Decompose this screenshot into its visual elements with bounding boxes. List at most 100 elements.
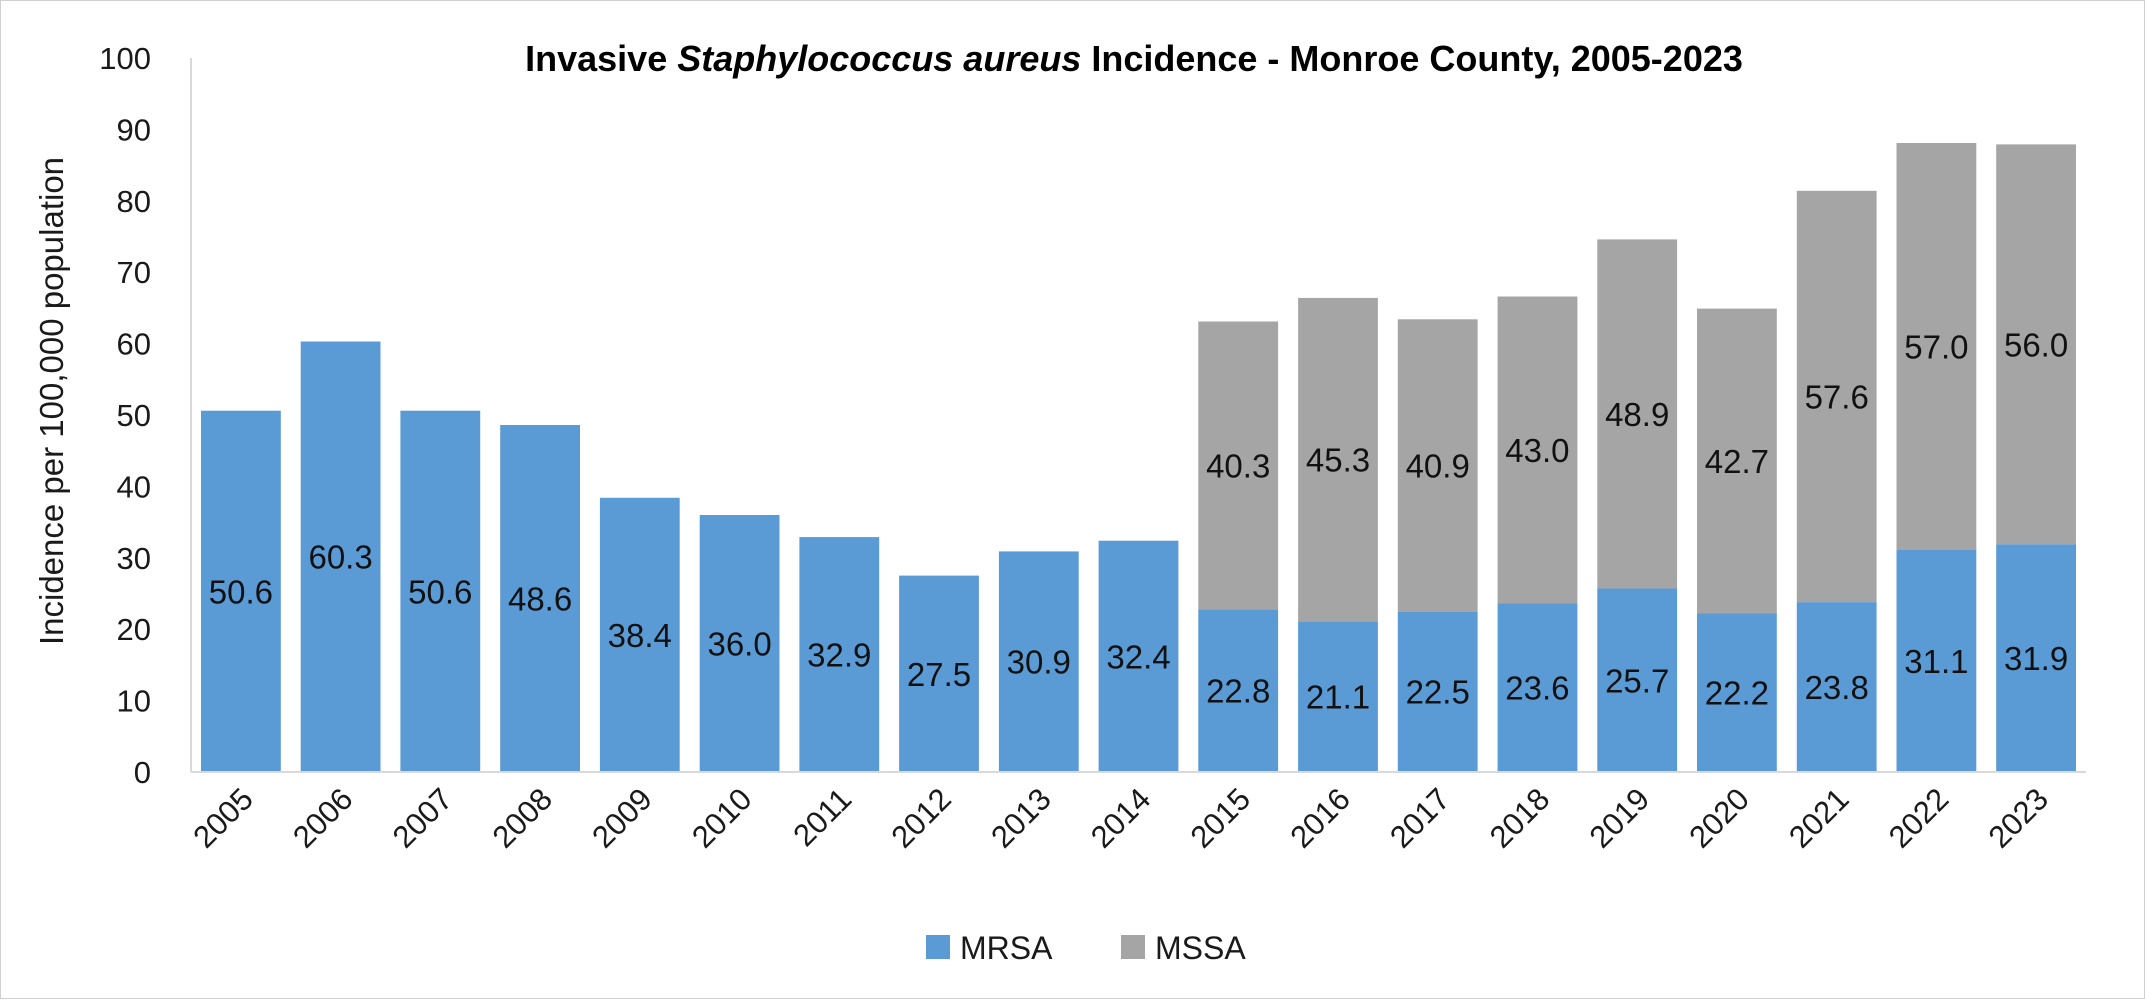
x-tick-label: 2016 (1283, 781, 1357, 855)
chart-title-italic: Staphylococcus aureus (677, 38, 1081, 79)
bar-mssa-2017 (1397, 319, 1478, 612)
x-tick-label: 2019 (1583, 781, 1657, 855)
x-tick-label: 2020 (1682, 781, 1756, 855)
bar-mrsa-2019 (1597, 588, 1678, 772)
legend-swatch-mrsa (926, 935, 950, 959)
bar-mrsa-2011 (799, 537, 880, 772)
data-label-mssa-2016: 45.3 (1306, 442, 1370, 479)
bar-mssa-2018 (1497, 296, 1578, 604)
data-label-mrsa-2016: 21.1 (1306, 679, 1370, 716)
data-label-mrsa-2010: 36.0 (707, 626, 771, 663)
x-tick-label: 2015 (1184, 781, 1258, 855)
x-tick-label: 2017 (1383, 781, 1457, 855)
bar-mrsa-2007 (400, 410, 481, 772)
bar-mrsa-2008 (500, 425, 580, 772)
bar-mssa-2023 (1996, 144, 2076, 545)
data-label-mrsa-2006: 60.3 (308, 539, 372, 576)
x-tick-label: 2007 (386, 781, 460, 855)
y-tick-label: 90 (117, 112, 151, 147)
bar-mrsa-2006 (300, 341, 381, 772)
data-label-mssa-2023: 56.0 (2004, 326, 2068, 363)
bar-mrsa-2016 (1298, 621, 1378, 772)
y-tick-label: 50 (117, 398, 151, 433)
data-label-mrsa-2021: 23.8 (1805, 669, 1869, 706)
bar-mssa-2020 (1697, 308, 1777, 614)
data-label-mrsa-2009: 38.4 (608, 617, 672, 654)
data-label-mssa-2022: 57.0 (1904, 329, 1968, 366)
data-label-mrsa-2019: 25.7 (1605, 662, 1669, 699)
x-tick-label: 2010 (685, 781, 759, 855)
x-tick-label: 2012 (884, 781, 958, 855)
bar-mssa-2019 (1597, 239, 1678, 589)
y-axis-ticks: 0 10 20 30 40 50 60 70 80 90 100 (99, 41, 151, 790)
data-label-mrsa-2015: 22.8 (1206, 673, 1270, 710)
data-label-mrsa-2020: 22.2 (1705, 675, 1769, 712)
y-axis-title: Incidence per 100,000 population (33, 157, 70, 645)
bar-mrsa-2009 (599, 497, 680, 772)
data-label-mrsa-2012: 27.5 (907, 656, 971, 693)
bar-mssa-2016 (1298, 297, 1378, 622)
bar-mrsa-2014 (1098, 540, 1179, 772)
x-tick-label: 2009 (585, 781, 659, 855)
bar-mrsa-2021 (1796, 602, 1877, 772)
y-tick-label: 30 (117, 541, 151, 576)
data-label-mssa-2017: 40.9 (1406, 447, 1470, 484)
data-label-mssa-2020: 42.7 (1705, 443, 1769, 480)
y-tick-label: 20 (117, 612, 151, 647)
data-label-mrsa-2005: 50.6 (209, 573, 273, 610)
bar-mrsa-2017 (1397, 611, 1478, 772)
y-tick-label: 100 (99, 41, 151, 76)
y-tick-label: 60 (117, 327, 151, 362)
bar-mrsa-2023 (1996, 544, 2076, 772)
x-tick-label: 2021 (1782, 781, 1856, 855)
bar-mssa-2022 (1896, 143, 1977, 550)
x-tick-label: 2011 (786, 781, 858, 853)
x-tick-label: 2022 (1882, 781, 1956, 855)
data-label-mssa-2019: 48.9 (1605, 396, 1669, 433)
x-tick-label: 2018 (1483, 781, 1557, 855)
y-tick-label: 40 (117, 469, 151, 504)
legend-label-mssa: MSSA (1155, 930, 1246, 966)
bar-mrsa-2010 (699, 515, 780, 772)
data-label-mrsa-2014: 32.4 (1106, 638, 1170, 675)
bar-labels-group: 50.6 60.3 50.6 48.6 38.4 36.0 32.9 27.5 30.9 32.4… (209, 326, 2068, 715)
legend: MRSA MSSA (926, 930, 1246, 966)
bar-mrsa-2020 (1697, 613, 1777, 772)
data-label-mrsa-2011: 32.9 (807, 637, 871, 674)
y-tick-label: 10 (117, 684, 151, 719)
chart-title-prefix: Invasive (525, 38, 677, 79)
legend-label-mrsa: MRSA (960, 930, 1053, 966)
x-tick-label: 2014 (1084, 781, 1158, 855)
data-label-mrsa-2007: 50.6 (408, 573, 472, 610)
x-tick-label: 2008 (486, 781, 560, 855)
chart-title: Invasive Staphylococcus aureus Incidence… (525, 38, 1743, 79)
bar-mssa-2021 (1796, 190, 1877, 603)
bar-mrsa-2012 (899, 575, 979, 772)
bars-group (201, 143, 2076, 772)
x-tick-label: 2005 (186, 781, 260, 855)
chart-title-suffix: Incidence - Monroe County, 2005-2023 (1081, 38, 1743, 79)
y-tick-label: 70 (117, 255, 151, 290)
data-label-mrsa-2008: 48.6 (508, 581, 572, 618)
data-label-mssa-2015: 40.3 (1206, 447, 1270, 484)
bar-mrsa-2022 (1896, 549, 1977, 772)
data-label-mrsa-2022: 31.1 (1904, 643, 1968, 680)
x-tick-label: 2006 (286, 781, 360, 855)
y-tick-label: 0 (134, 755, 151, 790)
data-label-mrsa-2018: 23.6 (1505, 670, 1569, 707)
data-label-mrsa-2017: 22.5 (1406, 674, 1470, 711)
data-label-mrsa-2023: 31.9 (2004, 640, 2068, 677)
x-tick-label: 2013 (984, 781, 1058, 855)
y-tick-label: 80 (117, 184, 151, 219)
x-axis-ticks: 2005 2006 2007 2008 2009 2010 2011 2012 2013 2014… (186, 781, 2055, 855)
legend-swatch-mssa (1121, 935, 1145, 959)
data-label-mrsa-2013: 30.9 (1007, 644, 1071, 681)
bar-mrsa-2015 (1198, 609, 1279, 772)
data-label-mssa-2021: 57.6 (1805, 378, 1869, 415)
bar-mrsa-2005 (201, 410, 281, 772)
bar-mrsa-2018 (1497, 603, 1578, 772)
bar-mssa-2015 (1198, 321, 1279, 610)
x-tick-label: 2023 (1982, 781, 2056, 855)
